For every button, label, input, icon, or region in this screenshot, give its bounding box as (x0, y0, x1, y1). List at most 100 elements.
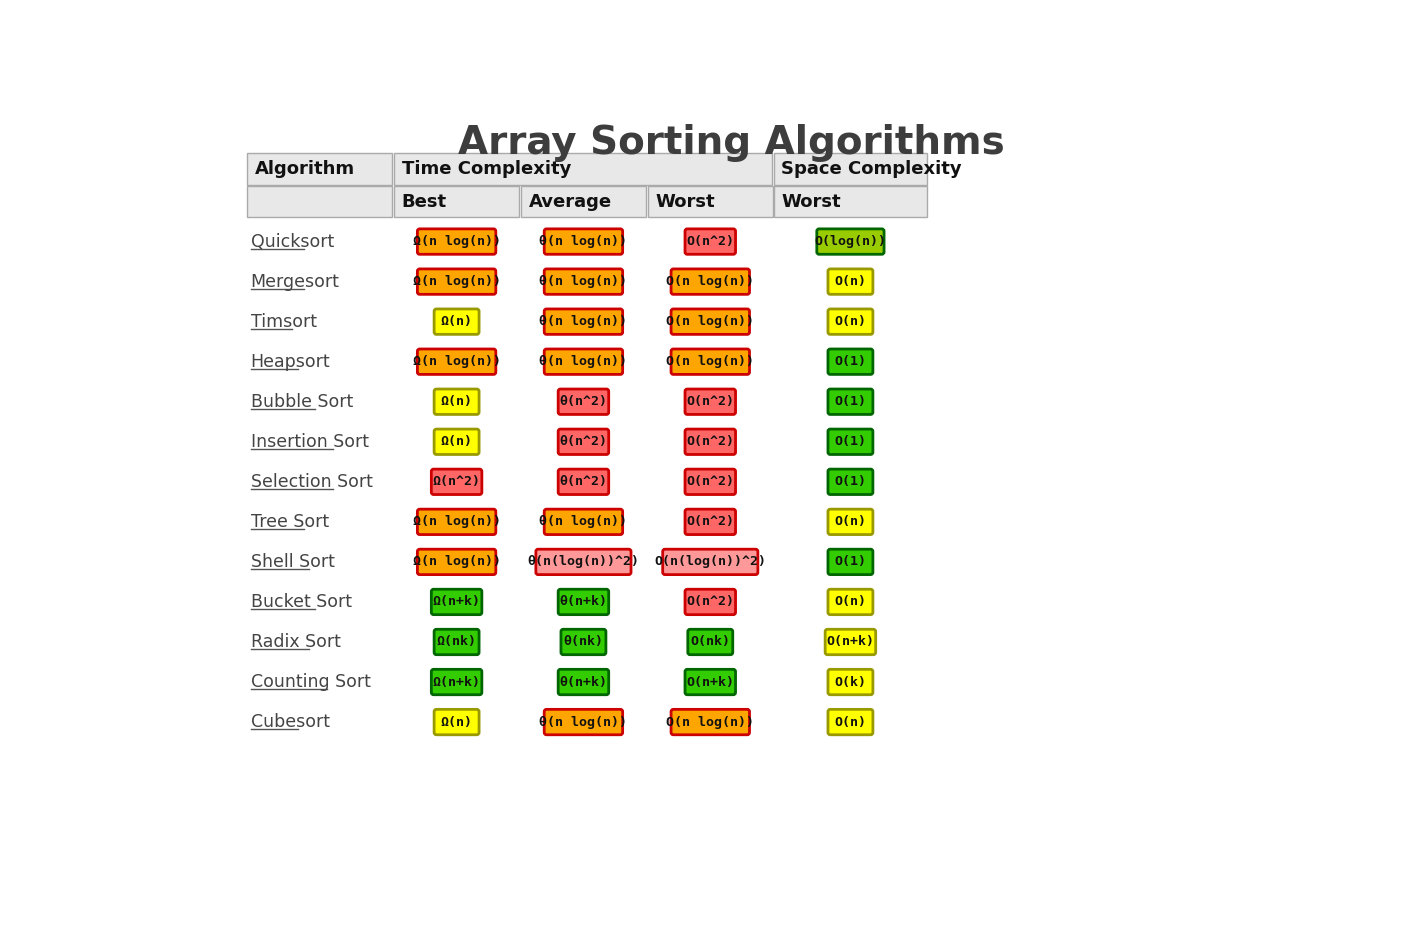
Text: O(n log(n)): O(n log(n)) (667, 315, 754, 328)
FancyBboxPatch shape (648, 186, 773, 217)
FancyBboxPatch shape (828, 549, 873, 574)
FancyBboxPatch shape (544, 228, 623, 254)
Text: θ(n log(n)): θ(n log(n)) (540, 716, 627, 729)
Text: Worst: Worst (655, 192, 715, 210)
Text: O(n(log(n))^2): O(n(log(n))^2) (654, 556, 767, 569)
FancyBboxPatch shape (828, 709, 873, 735)
Text: Ω(n): Ω(n) (441, 395, 473, 409)
FancyBboxPatch shape (434, 629, 478, 655)
FancyBboxPatch shape (828, 269, 873, 294)
Text: Ω(n): Ω(n) (441, 716, 473, 729)
Text: Algorithm: Algorithm (254, 160, 354, 178)
Text: θ(nk): θ(nk) (564, 635, 604, 648)
Text: O(n): O(n) (834, 275, 867, 288)
FancyBboxPatch shape (434, 389, 478, 414)
Text: Ω(nk): Ω(nk) (437, 635, 477, 648)
Text: O(n^2): O(n^2) (687, 395, 734, 409)
Text: O(n): O(n) (834, 516, 867, 528)
FancyBboxPatch shape (434, 429, 478, 454)
FancyBboxPatch shape (558, 469, 608, 495)
FancyBboxPatch shape (817, 228, 884, 254)
FancyBboxPatch shape (544, 509, 623, 535)
FancyBboxPatch shape (685, 429, 735, 454)
FancyBboxPatch shape (671, 349, 750, 374)
FancyBboxPatch shape (688, 629, 733, 655)
FancyBboxPatch shape (663, 549, 758, 574)
FancyBboxPatch shape (544, 349, 623, 374)
FancyBboxPatch shape (544, 309, 623, 335)
FancyBboxPatch shape (671, 709, 750, 735)
FancyBboxPatch shape (774, 186, 927, 217)
Text: O(n^2): O(n^2) (687, 475, 734, 488)
FancyBboxPatch shape (536, 549, 631, 574)
FancyBboxPatch shape (685, 469, 735, 495)
Text: Bucket Sort: Bucket Sort (250, 592, 351, 611)
Text: O(n+k): O(n+k) (687, 676, 734, 688)
FancyBboxPatch shape (434, 709, 478, 735)
Text: O(n^2): O(n^2) (687, 235, 734, 248)
Text: O(log(n)): O(log(n)) (814, 235, 887, 248)
FancyBboxPatch shape (671, 269, 750, 294)
FancyBboxPatch shape (417, 228, 496, 254)
Text: Time Complexity: Time Complexity (401, 160, 571, 178)
FancyBboxPatch shape (544, 709, 623, 735)
Text: O(1): O(1) (834, 475, 867, 488)
FancyBboxPatch shape (521, 186, 645, 217)
FancyBboxPatch shape (417, 349, 496, 374)
Text: Quicksort: Quicksort (250, 232, 334, 250)
FancyBboxPatch shape (544, 269, 623, 294)
Text: Average: Average (528, 192, 611, 210)
FancyBboxPatch shape (774, 153, 927, 186)
FancyBboxPatch shape (561, 629, 605, 655)
FancyBboxPatch shape (417, 509, 496, 535)
Text: O(nk): O(nk) (690, 635, 730, 648)
Text: Heapsort: Heapsort (250, 353, 330, 371)
Text: O(n log(n)): O(n log(n)) (667, 356, 754, 368)
Text: Best: Best (401, 192, 447, 210)
Text: O(n^2): O(n^2) (687, 435, 734, 448)
FancyBboxPatch shape (558, 429, 608, 454)
Text: Ω(n log(n)): Ω(n log(n)) (413, 516, 501, 528)
FancyBboxPatch shape (828, 590, 873, 614)
Text: O(1): O(1) (834, 395, 867, 409)
Text: Mergesort: Mergesort (250, 273, 340, 291)
Text: Insertion Sort: Insertion Sort (250, 433, 368, 451)
FancyBboxPatch shape (825, 629, 875, 655)
FancyBboxPatch shape (431, 469, 481, 495)
FancyBboxPatch shape (828, 309, 873, 335)
Text: θ(n^2): θ(n^2) (560, 435, 607, 448)
Text: Selection Sort: Selection Sort (250, 473, 373, 491)
FancyBboxPatch shape (431, 669, 481, 695)
Text: Ω(n log(n)): Ω(n log(n)) (413, 235, 501, 248)
Text: θ(n log(n)): θ(n log(n)) (540, 516, 627, 528)
Text: O(n): O(n) (834, 716, 867, 729)
Text: O(n^2): O(n^2) (687, 595, 734, 609)
Text: Ω(n log(n)): Ω(n log(n)) (413, 556, 501, 569)
FancyBboxPatch shape (685, 590, 735, 614)
Text: Tree Sort: Tree Sort (250, 513, 328, 531)
Text: O(n+k): O(n+k) (827, 635, 874, 648)
FancyBboxPatch shape (828, 349, 873, 374)
FancyBboxPatch shape (558, 669, 608, 695)
Text: θ(n+k): θ(n+k) (560, 595, 607, 609)
Text: θ(n log(n)): θ(n log(n)) (540, 315, 627, 328)
Text: O(k): O(k) (834, 676, 867, 688)
Text: O(n log(n)): O(n log(n)) (667, 275, 754, 288)
FancyBboxPatch shape (685, 669, 735, 695)
Text: O(1): O(1) (834, 435, 867, 448)
FancyBboxPatch shape (685, 509, 735, 535)
Text: θ(n^2): θ(n^2) (560, 395, 607, 409)
FancyBboxPatch shape (685, 228, 735, 254)
Text: Ω(n log(n)): Ω(n log(n)) (413, 275, 501, 288)
FancyBboxPatch shape (671, 309, 750, 335)
FancyBboxPatch shape (247, 186, 393, 217)
FancyBboxPatch shape (417, 269, 496, 294)
FancyBboxPatch shape (558, 590, 608, 614)
Text: O(n): O(n) (834, 315, 867, 328)
FancyBboxPatch shape (828, 429, 873, 454)
FancyBboxPatch shape (417, 549, 496, 574)
Text: Ω(n+k): Ω(n+k) (433, 676, 481, 688)
Text: Ω(n+k): Ω(n+k) (433, 595, 481, 609)
Text: Ω(n): Ω(n) (441, 435, 473, 448)
Text: Counting Sort: Counting Sort (250, 673, 370, 691)
